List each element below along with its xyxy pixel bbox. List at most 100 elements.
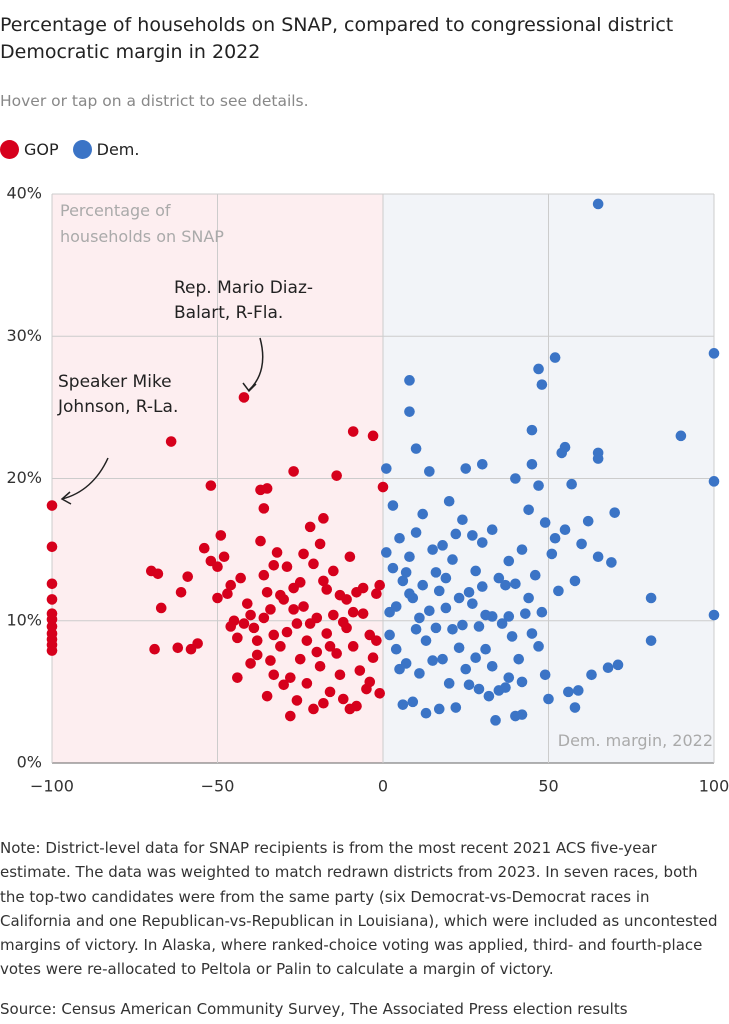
- note: Note: District-level data for SNAP recip…: [0, 839, 718, 979]
- point: [523, 504, 534, 516]
- point: [255, 535, 266, 547]
- point: [314, 660, 326, 672]
- point: [440, 572, 452, 584]
- point: [433, 585, 445, 597]
- point: [354, 665, 366, 676]
- point: [337, 693, 349, 705]
- legend-label: Dem.: [96, 140, 140, 159]
- point: [245, 609, 256, 621]
- point: [463, 587, 475, 598]
- point: [539, 517, 551, 528]
- point: [572, 685, 584, 696]
- point: [450, 702, 462, 713]
- point: [218, 551, 230, 563]
- point: [149, 643, 160, 655]
- point: [324, 686, 336, 698]
- arrow: [248, 337, 264, 391]
- y-axis-label: Percentage of households on SNAP: [60, 201, 224, 246]
- point: [308, 558, 319, 570]
- point: [367, 652, 379, 664]
- point: [314, 538, 326, 550]
- point: [473, 621, 485, 632]
- point: [708, 348, 720, 359]
- point: [298, 548, 309, 560]
- point: [503, 555, 515, 567]
- point: [318, 513, 329, 524]
- arrowhead: [242, 382, 257, 393]
- point: [566, 478, 577, 490]
- point: [321, 584, 333, 595]
- point: [285, 672, 296, 683]
- point: [417, 508, 429, 520]
- point: [592, 551, 604, 563]
- y-tick-label: 40%: [6, 184, 42, 203]
- point: [606, 557, 617, 568]
- point: [377, 481, 389, 493]
- point: [516, 709, 528, 720]
- point: [225, 579, 237, 591]
- point: [424, 605, 435, 617]
- point: [46, 645, 58, 656]
- point: [394, 532, 405, 544]
- point: [576, 538, 587, 550]
- x-tick-label: 50: [538, 777, 558, 796]
- point: [46, 578, 58, 590]
- point: [46, 541, 58, 553]
- point: [477, 581, 488, 592]
- point: [427, 655, 438, 666]
- point: [483, 690, 495, 702]
- point: [225, 621, 237, 632]
- point: [420, 707, 432, 719]
- point: [318, 697, 329, 709]
- point: [424, 466, 435, 477]
- point: [288, 466, 299, 477]
- y-tick-label: 0%: [17, 753, 42, 772]
- point: [496, 618, 508, 629]
- point: [470, 652, 481, 664]
- point: [420, 635, 432, 646]
- point: [192, 638, 203, 649]
- point: [341, 594, 352, 605]
- point: [414, 612, 425, 624]
- point: [182, 571, 194, 582]
- legend-swatch: [0, 140, 19, 159]
- legend-item: GOP: [0, 140, 59, 159]
- point: [304, 618, 316, 629]
- point: [708, 476, 720, 487]
- point: [308, 703, 319, 715]
- x-tick-label: −50: [201, 777, 235, 796]
- chart: 0% 10% 20% 30% 40% −100 −50 0 50 100: [6, 184, 729, 796]
- point: [324, 641, 336, 652]
- point: [510, 473, 521, 484]
- point: [404, 588, 415, 600]
- point: [175, 587, 187, 598]
- point: [520, 608, 531, 619]
- x-axis-label: Dem. margin, 2022: [557, 731, 713, 750]
- point: [708, 609, 720, 621]
- point: [592, 198, 604, 210]
- point: [400, 567, 412, 578]
- point: [453, 642, 465, 654]
- x-tick-label: −100: [30, 777, 74, 796]
- point: [46, 500, 58, 511]
- point: [331, 470, 342, 481]
- point: [510, 578, 521, 590]
- point: [500, 682, 511, 693]
- point: [506, 631, 518, 642]
- point: [477, 537, 488, 548]
- point: [437, 540, 448, 551]
- point: [271, 547, 283, 558]
- point: [172, 642, 184, 654]
- point: [453, 592, 465, 604]
- point: [294, 577, 306, 588]
- point: [503, 611, 515, 622]
- point: [387, 500, 399, 511]
- point: [251, 649, 263, 661]
- point: [526, 424, 538, 436]
- point: [404, 551, 415, 563]
- point: [318, 575, 329, 587]
- point: [582, 515, 594, 527]
- point: [261, 483, 273, 494]
- point: [311, 646, 323, 658]
